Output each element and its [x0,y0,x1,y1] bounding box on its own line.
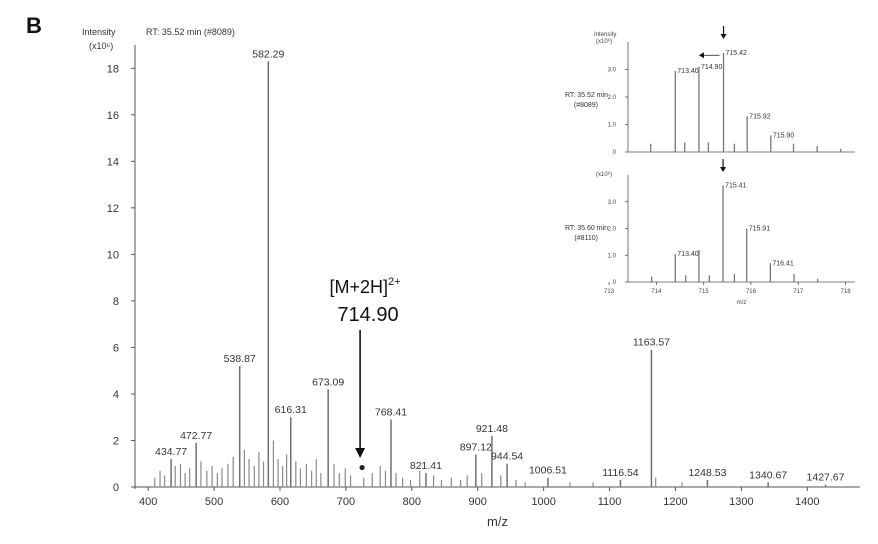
inset-y-tick-label: 1.0 [608,253,617,259]
y-tick-label: 2 [113,435,119,447]
y-tick-label: 8 [113,296,119,308]
inset-trace-caption: RT: 35.60 min [565,225,608,232]
x-tick-label: 500 [205,496,223,508]
inset-peak-label: 714.90 [701,64,723,71]
inset-peak-label: 715.42 [726,50,748,57]
peak-label: 768.41 [375,407,407,419]
peak-label: 434.77 [155,446,187,458]
inset-y-tick-label: 2.0 [608,227,617,233]
y-tick-label: 12 [107,203,119,215]
precursor-annotation: [M+2H]2+ [329,276,400,297]
inset-trace-scan: (#8110) [574,235,598,242]
x-tick-label: 1200 [663,496,687,508]
inset-peak-label: 715.90 [773,133,795,140]
precursor-peak-marker [359,464,365,471]
inset-peak-label: 715.92 [749,113,771,120]
panel-letter: B [26,13,42,38]
inset-x-tick-label: 714 [651,289,662,295]
inset-marker-arrow-head [720,34,727,39]
y-tick-label: 6 [113,342,119,354]
inset-marker-arrow-head [720,167,727,172]
peak-label: 821.41 [410,460,442,472]
inset-y-tick-label: 3.0 [608,68,617,74]
x-tick-label: 1400 [795,496,819,508]
inset-y-tick-label: 1.0 [608,123,617,129]
main-spectrum: 0 2 4 6 8 10 12 14 16 18 400 500 600 700 800 900 1000 110… [82,27,860,529]
peak-label: 616.31 [275,404,307,416]
peak-label: 1006.51 [529,465,567,477]
inset-peak-label: 715.41 [725,183,747,190]
y-axis-unit: (x10⁶) [89,41,113,51]
inset-peak-label: 713.40 [677,68,699,75]
inset-y-tick-label: 0 [613,150,617,156]
peak-label: 1163.57 [633,337,670,349]
inset-spectrum-bottom: 0 1.0 2.0 3.0 (x10⁶) RT: 35.60 min (#8110) 713.… [565,159,855,306]
inset-x-tick-label: 715 [699,289,710,295]
x-tick-label: 800 [403,496,421,508]
inset-x-tick-label: 716 [746,289,757,295]
x-tick-label: 1000 [531,496,555,508]
inset-trace-caption: RT: 35.52 min [565,92,608,99]
y-tick-label: 18 [107,63,119,75]
inset-y-tick-label: 2.0 [608,95,617,101]
x-tick-label: 700 [337,496,355,508]
chart-title: RT: 35.52 min (#8089) [146,27,235,37]
inset-peak-label: 713.40 [677,251,699,258]
y-tick-label: 16 [107,110,119,122]
inset-spectrum-top: 0 1.0 2.0 3.0 Intensity(x10⁶) RT: 35.52 min (#… [565,26,855,156]
y-axis-label: Intensity [82,27,116,37]
x-tick-label: 400 [139,496,157,508]
peak-label: 472.77 [180,430,212,442]
inset-y-axis-unit: (x10⁶) [596,171,612,178]
inset-shift-arrow-head [698,52,704,59]
inset-y-axis-label: Intensity [594,32,616,38]
precursor-ion-label: [M+2H] [329,277,388,297]
y-tick-label: 4 [113,389,119,401]
peak-label: 921.48 [476,423,508,435]
x-tick-label: 600 [271,496,289,508]
inset-y-tick-label: 3.0 [608,200,617,206]
precursor-charge: 2+ [388,276,401,288]
inset-peak-label: 715.91 [749,226,771,233]
peak-label: 673.09 [312,376,344,388]
x-tick-label: 1300 [729,496,753,508]
x-tick-label: 1100 [598,496,622,508]
inset-x-tick-label: 718 [841,289,852,295]
inset-peak-label: 716.41 [772,260,794,267]
inset-x-tick-label: 717 [793,289,804,295]
inset-x-axis-label: m/z [737,300,747,306]
peak-label: 1248.53 [688,467,726,479]
y-tick-label: 14 [107,156,119,168]
peak-label: 1427.67 [807,472,845,484]
inset-y-axis-unit: (x10⁶) [596,38,612,45]
peak-label: 944.54 [491,451,523,463]
peak-label: 538.87 [224,353,256,365]
peak-label: 1340.67 [749,469,787,481]
peak-label: 1116.54 [602,467,639,479]
annotation-arrow-head [355,448,366,458]
y-tick-label: 10 [107,249,119,261]
y-tick-label: 0 [113,482,119,494]
precursor-mz-label: 714.90 [337,304,398,326]
inset-x-tick-label: 713 [604,289,615,295]
inset-trace-scan: (#8089) [574,102,598,109]
x-tick-label: 900 [469,496,487,508]
peak-label: 897.12 [460,441,492,453]
peak-label: 582.29 [252,48,284,60]
x-axis-label: m/z [487,514,508,529]
inset-y-tick-label: 0 [613,280,617,286]
